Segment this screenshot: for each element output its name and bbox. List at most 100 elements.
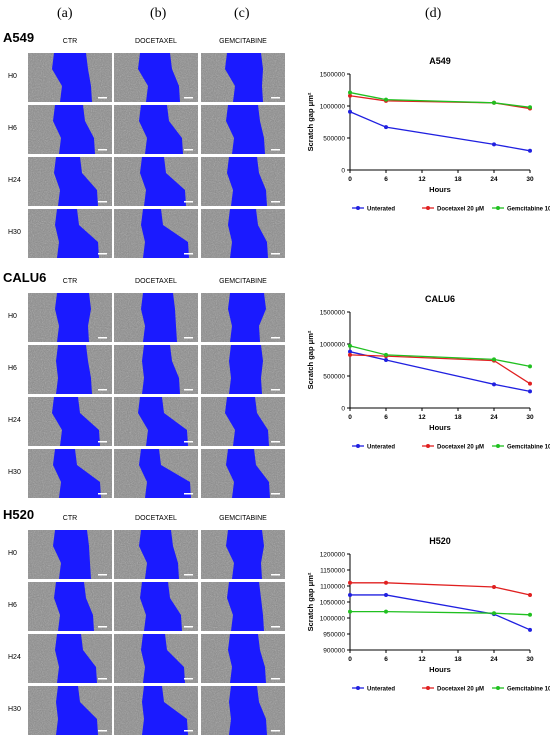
scratch-gap-area: [53, 530, 91, 579]
micrograph-tile: [114, 53, 198, 102]
scratch-gap-area: [226, 530, 264, 579]
row-time-label: H6: [8, 365, 17, 372]
micrograph-tile: [201, 209, 285, 258]
micrograph-tile: [114, 105, 198, 154]
data-point: [384, 352, 388, 357]
data-point: [348, 592, 352, 597]
scale-bar: [184, 97, 193, 99]
scale-bar: [271, 201, 280, 203]
column-header: GEMCITABINE: [219, 515, 267, 522]
scratch-gap-area: [52, 397, 100, 446]
data-point: [528, 148, 532, 153]
micrograph-tile: [201, 449, 285, 498]
scale-bar: [184, 678, 193, 680]
row-time-label: H30: [8, 469, 21, 476]
micrograph-tile: [114, 293, 198, 342]
data-point: [528, 381, 532, 386]
y-axis-label: Scratch gap μm²: [306, 92, 315, 151]
x-tick-label: 6: [384, 414, 388, 421]
scale-bar: [184, 253, 193, 255]
legend-marker: [356, 444, 360, 448]
scale-bar: [271, 441, 280, 443]
scratch-gap-area: [225, 397, 269, 446]
x-axis-label: Hours: [429, 665, 451, 674]
column-header: DOCETAXEL: [135, 38, 177, 45]
scratch-gap-area: [229, 345, 263, 394]
y-tick-label: 0: [341, 168, 345, 175]
legend-label: Unterated: [367, 445, 395, 451]
scale-bar: [271, 253, 280, 255]
scratch-gap-area: [56, 345, 92, 394]
micrograph-tile: [201, 105, 285, 154]
chart-title: CALU6: [425, 294, 455, 304]
micrograph-tile: [28, 686, 112, 735]
scale-bar: [98, 389, 107, 391]
scratch-gap-area: [52, 53, 92, 102]
panel-letter-b: (b): [150, 6, 167, 21]
scale-bar: [271, 493, 280, 495]
micrograph-tile: [201, 397, 285, 446]
y-tick-label: 1200000: [320, 552, 346, 559]
data-point: [528, 364, 532, 369]
column-header: GEMCITABINE: [219, 38, 267, 45]
scale-bar: [271, 626, 280, 628]
scratch-gap-area: [139, 105, 183, 154]
scratch-gap-area: [229, 686, 267, 735]
data-point: [492, 584, 496, 589]
micrograph-tile: [201, 530, 285, 579]
column-header: CTR: [62, 278, 78, 285]
scale-bar: [98, 626, 107, 628]
row-time-label: H0: [8, 550, 17, 557]
scale-bar: [184, 441, 193, 443]
series-line: [349, 354, 531, 385]
scale-bar: [98, 201, 107, 203]
data-point: [528, 389, 532, 394]
y-tick-label: 1000000: [320, 104, 346, 111]
row-time-label: H30: [8, 706, 21, 713]
series-line: [349, 91, 531, 108]
y-tick-label: 1000000: [320, 342, 346, 349]
scale-bar: [184, 201, 193, 203]
micrograph-tile: [114, 449, 198, 498]
row-time-label: H0: [8, 313, 17, 320]
column-header: DOCETAXEL: [135, 278, 177, 285]
data-point: [492, 382, 496, 387]
scale-bar: [98, 149, 107, 151]
y-tick-label: 0: [341, 406, 345, 413]
cell-line-label: H520: [3, 507, 35, 522]
x-tick-label: 24: [490, 176, 498, 183]
data-point: [348, 109, 352, 114]
row-time-label: H30: [8, 229, 21, 236]
legend-label: Gemcitabine 10 μM: [507, 445, 550, 451]
legend-marker: [426, 686, 430, 690]
legend-marker: [356, 206, 360, 210]
scale-bar: [184, 730, 193, 732]
scratch-gap-area: [226, 105, 265, 154]
x-tick-label: 6: [384, 656, 388, 663]
micrograph-tile: [28, 157, 112, 206]
legend-label: Docetaxel 20 μM: [437, 445, 484, 451]
x-tick-label: 30: [526, 656, 534, 663]
scale-bar: [184, 389, 193, 391]
chart-h520: H520 900000 950000 1000000 1050000 1100000 115…: [306, 536, 550, 693]
scale-bar: [271, 149, 280, 151]
data-point: [492, 611, 496, 616]
data-point: [384, 592, 388, 597]
x-tick-label: 18: [454, 656, 462, 663]
micrograph-tile: [28, 53, 112, 102]
column-header: DOCETAXEL: [135, 515, 177, 522]
x-tick-label: 0: [348, 176, 352, 183]
data-point: [384, 609, 388, 614]
scratch-gap-area: [227, 157, 267, 206]
y-tick-label: 1150000: [320, 568, 345, 575]
scratch-gap-area: [55, 634, 97, 683]
scale-bar: [184, 149, 193, 151]
legend-label: Docetaxel 20 μM: [437, 207, 484, 213]
chart-calu6: CALU6 0 500000 1000000 1500000 0 6 12 18 24 30 Hour…: [306, 294, 550, 451]
scratch-gap-area: [142, 686, 188, 735]
x-tick-label: 24: [490, 656, 498, 663]
x-tick-label: 24: [490, 414, 498, 421]
x-tick-label: 6: [384, 176, 388, 183]
x-tick-label: 18: [454, 176, 462, 183]
y-tick-label: 1500000: [320, 310, 346, 317]
